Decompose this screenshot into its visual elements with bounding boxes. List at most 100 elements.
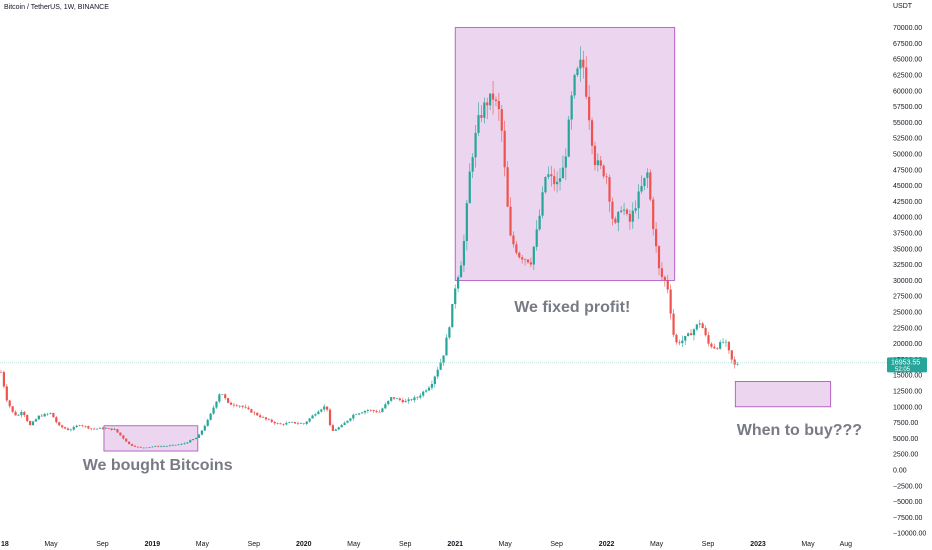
y-tick-label: 70000.00 [893,25,922,32]
y-tick-label: 57500.00 [893,104,922,111]
candle-body [538,215,541,230]
candle-body [302,423,305,424]
candle-body [186,442,189,444]
candle-body [445,337,448,356]
candle-body [509,206,512,236]
candle-body [643,177,646,187]
candle-body [90,428,93,429]
candle-body [11,406,14,412]
time-axis[interactable]: 18 May Sep 2019 May Sep 2020 May Sep 2021 May Sep 20… [1,541,852,548]
current-price-tag-background [887,357,927,373]
candle-body [599,160,602,166]
candle-body [247,407,250,410]
x-tick-label: May [196,541,210,548]
candle-body [681,340,684,344]
y-tick-label: 30000.00 [893,278,922,285]
buy-box[interactable] [103,425,199,452]
candle-body [40,415,43,417]
y-tick-label: −2500.00 [893,483,922,490]
y-tick-label: 67500.00 [893,41,922,48]
candle-body [471,157,474,172]
x-tick-label: Sep [550,541,563,548]
candle-body [436,369,439,377]
x-tick-label: Sep [702,541,715,548]
candle-body [500,109,503,131]
candle-body [84,425,87,427]
y-tick-label: 42500.00 [893,199,922,206]
candle-body [229,402,233,405]
profit-box[interactable] [454,27,676,281]
candle-body [567,119,570,157]
y-tick-label: 65000.00 [893,57,922,64]
candle-body [518,252,521,258]
candle-body [570,95,573,120]
candle-body [468,171,471,204]
candle-body [128,441,131,445]
y-tick-label: 55000.00 [893,120,922,127]
candle-body [17,415,20,416]
candle-body [349,418,352,421]
candle-body [692,329,696,336]
candle-body [346,420,349,423]
candle-body [244,406,247,408]
candle-body [474,132,477,158]
candle-body [61,425,64,428]
y-tick-label: 32500.00 [893,262,922,269]
price-axis[interactable]: 70000.00 67500.00 65000.00 62500.00 60000.00… [893,25,926,538]
candle-body [0,372,3,373]
candle-body [174,444,177,446]
candle-body [355,414,358,416]
candle-body [31,421,35,426]
candle-body [631,210,634,222]
symbol-title: Bitcoin / TetherUS, 1W, BINANCE [4,4,109,11]
x-tick-label: 2022 [599,541,615,548]
candle-body [713,346,716,349]
candle-body [23,412,26,416]
candle-body [503,130,506,168]
candle-body [259,415,262,418]
candle-body [157,446,160,447]
candle-body [494,99,498,101]
candle-body [675,334,678,343]
candle-body [363,410,367,413]
candle-body [381,408,384,412]
candle-body [497,100,500,110]
candle-body [689,333,693,336]
annotation-when-to-buy: When to buy??? [737,422,862,439]
x-tick-label: Sep [399,541,412,548]
price-axis-currency: USDT [893,3,913,10]
x-tick-label: May [801,541,815,548]
candle-body [719,342,722,349]
y-tick-label: 22500.00 [893,325,922,332]
candle-body [98,427,102,429]
candle-body [293,421,297,424]
candle-body [212,407,215,414]
current-price-label: 16953.55 [891,359,920,366]
candle-body [529,262,532,265]
candle-body [422,391,425,396]
candle-body [218,394,221,402]
y-tick-label: 52500.00 [893,136,922,143]
future-buy-box[interactable] [734,381,832,408]
candle-body [459,265,463,278]
candle-body [550,174,553,177]
candle-body [593,145,597,166]
candle-body [678,342,681,344]
candle-body [101,427,105,429]
candle-body [37,415,40,420]
candle-body [314,414,317,416]
candle-body [200,430,203,435]
candle-body [424,390,428,392]
x-tick-label: 2019 [145,541,161,548]
candle-body [541,192,544,216]
candle-body [256,412,259,416]
candle-body [427,387,431,391]
candle-body [614,218,617,223]
candle-body [375,411,378,412]
candle-body [209,413,212,420]
candle-body [311,415,314,419]
candle-body [701,323,704,329]
candle-body [413,397,416,401]
candle-body [457,277,460,289]
